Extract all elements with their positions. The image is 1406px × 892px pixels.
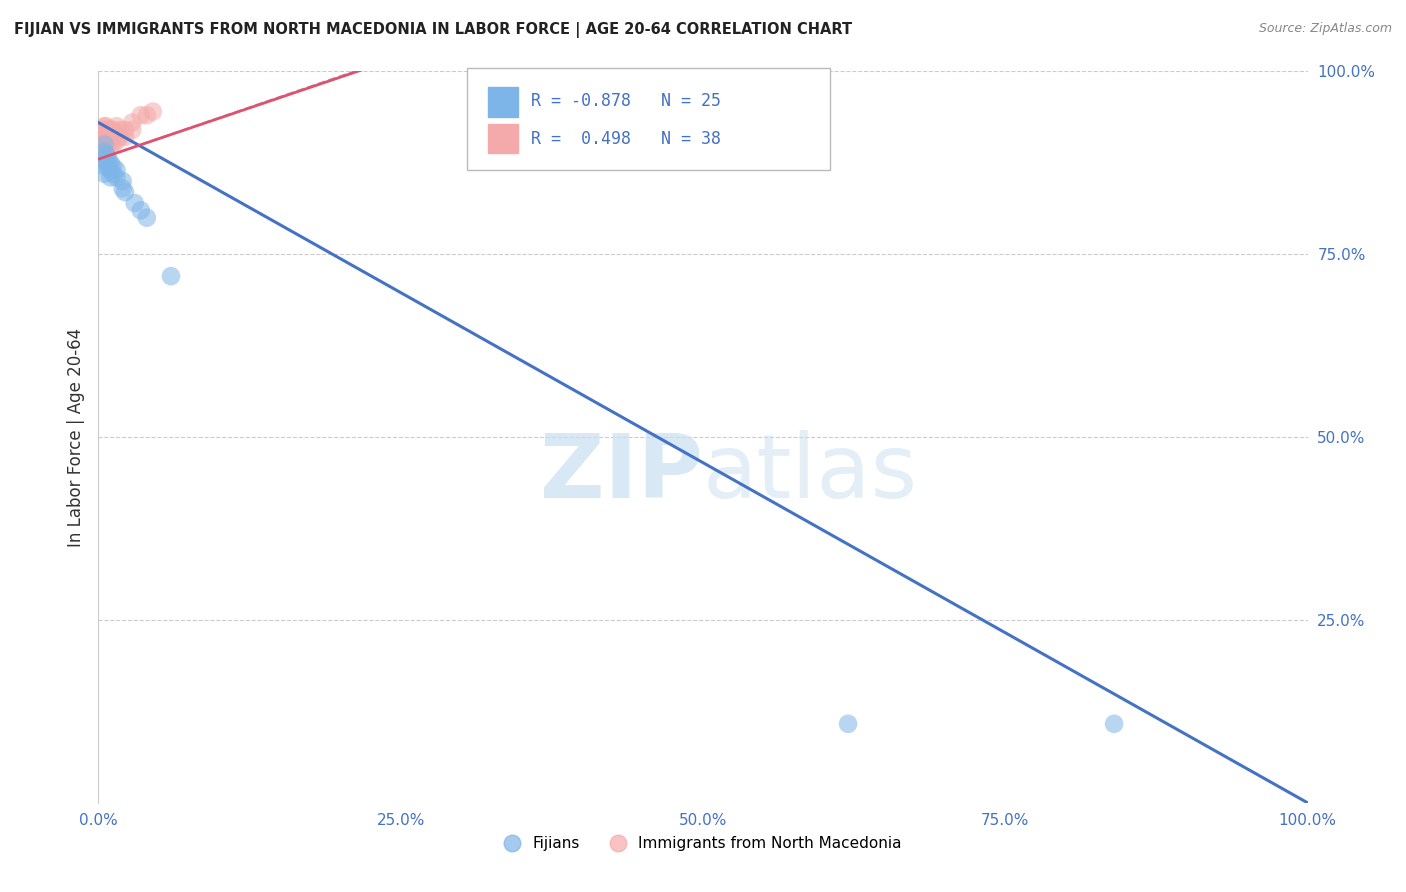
Point	[111, 174, 134, 188]
Point	[160, 269, 183, 284]
Point	[1102, 716, 1125, 731]
Legend: Fijians, Immigrants from North Macedonia: Fijians, Immigrants from North Macedonia	[499, 830, 907, 857]
Point	[97, 152, 120, 166]
Point	[91, 123, 114, 137]
Point	[837, 716, 859, 731]
Point	[135, 211, 157, 225]
Point	[98, 130, 121, 145]
Point	[105, 163, 128, 178]
Point	[135, 108, 157, 122]
Point	[94, 119, 117, 133]
Point	[93, 119, 115, 133]
Point	[93, 141, 115, 155]
Point	[142, 104, 165, 119]
Point	[96, 148, 118, 162]
Point	[105, 134, 128, 148]
Point	[101, 167, 124, 181]
Point	[96, 137, 118, 152]
Text: R =  0.498   N = 38: R = 0.498 N = 38	[531, 129, 721, 148]
Point	[98, 123, 121, 137]
Point	[97, 123, 120, 137]
Point	[94, 127, 117, 141]
Point	[96, 130, 118, 145]
Point	[94, 134, 117, 148]
Point	[105, 127, 128, 141]
Text: Source: ZipAtlas.com: Source: ZipAtlas.com	[1258, 22, 1392, 36]
Bar	[488, 87, 517, 117]
Point	[93, 167, 115, 181]
Text: atlas: atlas	[703, 430, 918, 517]
Y-axis label: In Labor Force | Age 20-64: In Labor Force | Age 20-64	[66, 327, 84, 547]
Point	[100, 170, 122, 185]
Point	[100, 163, 122, 178]
Point	[105, 170, 128, 185]
Point	[101, 123, 124, 137]
Point	[101, 130, 124, 145]
Point	[100, 130, 122, 145]
Point	[121, 115, 143, 129]
Point	[91, 130, 114, 145]
Point	[97, 160, 120, 174]
Point	[114, 185, 136, 199]
Point	[129, 203, 152, 218]
Point	[97, 137, 120, 152]
Point	[101, 160, 124, 174]
Point	[93, 152, 115, 166]
Point	[121, 123, 143, 137]
Bar	[488, 124, 517, 153]
Point	[96, 123, 118, 137]
Point	[114, 130, 136, 145]
FancyBboxPatch shape	[467, 68, 830, 170]
Point	[124, 196, 146, 211]
Point	[93, 127, 115, 141]
Point	[101, 137, 124, 152]
Text: R = -0.878   N = 25: R = -0.878 N = 25	[531, 92, 721, 110]
Point	[108, 123, 131, 137]
Point	[111, 181, 134, 195]
Point	[100, 156, 122, 170]
Point	[93, 160, 115, 174]
Point	[93, 145, 115, 159]
Point	[105, 119, 128, 133]
Point	[97, 130, 120, 145]
Point	[108, 130, 131, 145]
Point	[96, 156, 118, 170]
Text: FIJIAN VS IMMIGRANTS FROM NORTH MACEDONIA IN LABOR FORCE | AGE 20-64 CORRELATION: FIJIAN VS IMMIGRANTS FROM NORTH MACEDONI…	[14, 22, 852, 38]
Point	[114, 123, 136, 137]
Point	[93, 137, 115, 152]
Point	[129, 108, 152, 122]
Point	[100, 137, 122, 152]
Point	[91, 137, 114, 152]
Point	[100, 123, 122, 137]
Point	[91, 123, 114, 137]
Point	[91, 130, 114, 145]
Point	[93, 134, 115, 148]
Text: ZIP: ZIP	[540, 430, 703, 517]
